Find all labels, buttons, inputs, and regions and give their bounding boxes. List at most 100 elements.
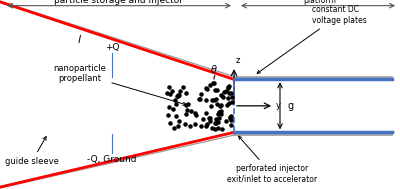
Point (188, 110, 194, 113)
Point (216, 116, 222, 119)
Point (206, 120, 213, 123)
Point (203, 122, 210, 125)
Point (226, 84, 232, 87)
Point (167, 121, 173, 124)
Point (213, 117, 219, 120)
Point (172, 98, 178, 101)
Point (174, 94, 180, 97)
Point (175, 124, 182, 127)
Point (204, 87, 210, 90)
Point (169, 108, 176, 111)
Point (192, 123, 199, 126)
Point (229, 96, 235, 99)
Text: z: z (236, 56, 240, 65)
Point (211, 98, 217, 101)
Text: nanoparticle
propellant: nanoparticle propellant (54, 64, 186, 105)
Point (182, 122, 189, 125)
Point (206, 117, 212, 120)
Text: particle storage and injector: particle storage and injector (54, 0, 184, 5)
Point (222, 119, 229, 122)
Point (184, 102, 191, 105)
Point (226, 92, 233, 95)
Point (214, 103, 220, 106)
Point (203, 98, 209, 101)
Point (212, 89, 218, 92)
Point (171, 126, 177, 129)
Point (199, 117, 206, 120)
Point (229, 100, 235, 103)
Point (164, 91, 170, 94)
Point (218, 110, 224, 113)
Point (228, 124, 235, 127)
Text: constant DC
voltage plates: constant DC voltage plates (257, 5, 367, 73)
Point (176, 119, 182, 122)
Point (218, 94, 224, 97)
Point (222, 90, 229, 93)
Point (228, 114, 234, 117)
Point (203, 111, 209, 114)
Point (193, 113, 200, 116)
Point (210, 81, 216, 84)
Point (214, 120, 221, 123)
Point (182, 112, 189, 115)
Point (198, 124, 204, 127)
Point (198, 92, 204, 95)
Point (196, 98, 202, 101)
Point (228, 119, 234, 122)
Point (180, 85, 186, 88)
Point (215, 113, 222, 116)
Point (227, 91, 234, 94)
Point (203, 124, 209, 127)
Point (177, 89, 183, 92)
Point (212, 98, 219, 101)
Text: guide sleeve: guide sleeve (5, 137, 59, 166)
Text: +Q: +Q (105, 43, 119, 52)
Point (173, 115, 180, 118)
Point (211, 81, 218, 84)
Point (167, 92, 174, 95)
Point (214, 126, 221, 129)
Point (202, 86, 209, 89)
Point (169, 90, 175, 93)
Point (216, 111, 222, 114)
Point (166, 86, 172, 89)
Point (208, 127, 215, 130)
Point (213, 88, 220, 91)
Point (226, 101, 232, 105)
Point (197, 98, 204, 101)
Point (187, 125, 194, 128)
Text: $\theta$: $\theta$ (210, 63, 218, 75)
Point (218, 128, 225, 131)
Point (175, 94, 182, 97)
Point (217, 105, 223, 108)
Point (213, 121, 220, 124)
Point (221, 90, 227, 93)
Text: particle
interaction
platform: particle interaction platform (299, 0, 341, 5)
Text: y: y (276, 101, 281, 110)
Point (220, 95, 227, 98)
Text: -Q, Ground: -Q, Ground (87, 155, 137, 164)
Text: $l$: $l$ (78, 33, 82, 45)
Point (225, 96, 232, 99)
Point (183, 91, 190, 94)
Point (173, 102, 180, 105)
Point (184, 108, 190, 112)
Point (218, 113, 224, 116)
Text: perforated injector
exit/inlet to accelerator: perforated injector exit/inlet to accele… (227, 136, 317, 184)
Text: g: g (287, 101, 293, 111)
Point (208, 105, 215, 108)
Point (175, 94, 181, 98)
Point (218, 104, 224, 107)
Point (225, 85, 231, 88)
Point (165, 113, 172, 116)
Point (212, 122, 219, 125)
Point (166, 106, 172, 109)
Point (208, 98, 215, 101)
Point (192, 111, 198, 114)
Point (224, 104, 230, 107)
Point (183, 103, 190, 106)
Point (212, 127, 218, 130)
Point (227, 117, 234, 120)
Point (224, 87, 231, 90)
Point (176, 94, 182, 97)
